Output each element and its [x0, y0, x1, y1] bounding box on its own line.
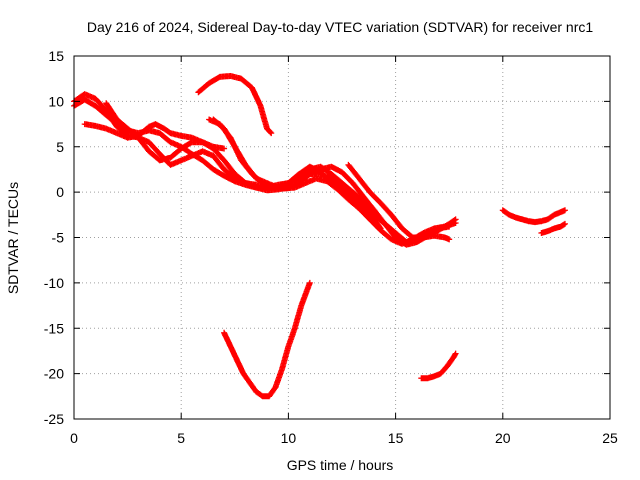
axis-ticks: 0 5 10 15 20 25 -25 -20 -15 -10 -5 0 5 10 15: [44, 48, 618, 446]
data-point-markers: [195, 73, 275, 137]
y-tick-label: 15: [48, 48, 64, 64]
x-tick-label: 20: [495, 430, 511, 446]
x-tick-label: 15: [388, 430, 404, 446]
y-axis-label: SDTVAR / TECUs: [5, 182, 21, 294]
x-tick-label: 0: [70, 430, 78, 446]
y-tick-label: -10: [44, 275, 64, 291]
data-point-markers: [418, 350, 459, 382]
x-axis-label: GPS time / hours: [287, 457, 394, 473]
y-tick-label: -5: [52, 230, 65, 246]
y-tick-label: -25: [44, 411, 64, 427]
x-tick-label: 10: [281, 430, 297, 446]
series-arc-7: [345, 161, 453, 243]
chart-title: Day 216 of 2024, Sidereal Day-to-day VTE…: [87, 19, 593, 35]
x-tick-label: 5: [177, 430, 185, 446]
series-arc-10: [418, 350, 459, 382]
data-series: [71, 73, 568, 400]
y-tick-label: -20: [44, 366, 64, 382]
data-point-markers: [206, 116, 459, 247]
series-arc-8: [195, 73, 275, 137]
y-tick-label: 10: [48, 93, 64, 109]
series-arc-12: [538, 220, 568, 236]
data-point-markers: [499, 207, 568, 226]
series-arc-11: [499, 207, 568, 226]
y-tick-label: 5: [56, 139, 64, 155]
x-tick-label: 25: [602, 430, 618, 446]
y-tick-label: 0: [56, 184, 64, 200]
data-point-markers: [221, 279, 313, 400]
series-arc-9: [221, 279, 313, 400]
series-arc-6: [206, 116, 459, 247]
data-point-markers: [538, 220, 568, 236]
data-point-markers: [345, 161, 453, 243]
y-tick-label: -15: [44, 320, 64, 336]
gridlines: [74, 56, 610, 419]
